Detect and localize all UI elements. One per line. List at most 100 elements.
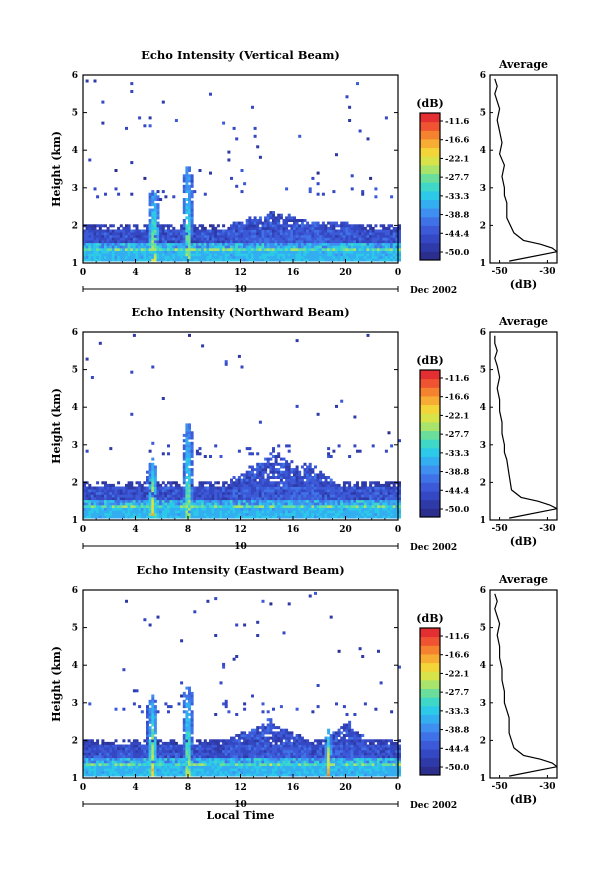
heatmap-cell: [392, 226, 396, 230]
heatmap-cell: [148, 749, 152, 753]
heatmap-cell: [138, 773, 142, 777]
heatmap-cell: [151, 255, 155, 259]
heatmap-cell: [198, 497, 202, 501]
heatmap-cell: [198, 765, 202, 769]
heatmap-cell: [314, 507, 317, 511]
heatmap-cell: [164, 483, 168, 487]
heatmap-cell: [169, 752, 173, 756]
heatmap-cell: [188, 176, 191, 180]
heatmap-cell: [311, 483, 315, 487]
heatmap-cell: [156, 512, 160, 516]
heatmap-cell: [306, 229, 310, 233]
heatmap-cell: [193, 768, 197, 772]
heatmap-cell: [332, 502, 336, 506]
heatmap-cell: [96, 237, 100, 241]
heatmap-cell: [188, 705, 191, 709]
heatmap-cell: [130, 161, 134, 165]
heatmap-cell: [308, 483, 312, 487]
heatmap-cell: [153, 208, 157, 212]
heatmap-cell: [169, 224, 173, 228]
heatmap-cell: [384, 510, 388, 514]
heatmap-cell: [161, 248, 165, 251]
heatmap-cell: [177, 510, 181, 514]
heatmap-cell: [374, 502, 378, 506]
heatmap-cell: [96, 255, 100, 259]
heatmap-cell: [237, 499, 241, 503]
x-tick-label: 4: [132, 525, 138, 535]
heatmap-cell: [337, 242, 341, 246]
heatmap-cell: [214, 512, 218, 516]
heatmap-cell: [153, 216, 157, 220]
heatmap-cell: [117, 515, 121, 519]
heatmap-cell: [214, 255, 218, 259]
heatmap-cell: [190, 468, 194, 472]
heatmap-cell: [279, 258, 283, 262]
heatmap-cell: [209, 515, 212, 519]
heatmap-cell: [182, 248, 186, 251]
heatmap-cell: [180, 515, 184, 519]
heatmap-cell: [153, 741, 157, 745]
heatmap-cell: [151, 441, 155, 445]
heatmap-cell: [153, 726, 157, 730]
heatmap-cell: [390, 245, 394, 249]
heatmap-cell: [361, 226, 365, 230]
heatmap-cell: [350, 253, 354, 257]
heatmap-cell: [293, 491, 296, 495]
heatmap-cell: [153, 710, 157, 714]
heatmap-cell: [358, 226, 362, 230]
heatmap-cell: [395, 497, 399, 501]
heatmap-cell: [138, 497, 142, 501]
heatmap-cell: [83, 744, 86, 748]
heatmap-cell: [101, 773, 105, 777]
heatmap-cell: [219, 739, 223, 743]
y-axis-label: Height (km): [50, 388, 63, 464]
heatmap-cell: [209, 491, 212, 495]
heatmap-cell: [253, 468, 257, 472]
heatmap-cell: [300, 483, 304, 487]
heatmap-cell: [182, 510, 186, 514]
heatmap-cell: [83, 502, 86, 506]
heatmap-cell: [180, 237, 184, 241]
heatmap-cell: [88, 773, 92, 777]
heatmap-cell: [311, 476, 315, 479]
heatmap-cell: [96, 505, 100, 508]
heatmap-cell: [138, 229, 142, 233]
heatmap-cell: [366, 255, 370, 259]
heatmap-cell: [253, 491, 257, 495]
heatmap-cell: [379, 497, 383, 501]
heatmap-cell: [285, 489, 289, 493]
heatmap-cell: [337, 255, 341, 259]
heatmap-cell: [332, 253, 336, 257]
heatmap-cell: [371, 250, 375, 254]
heatmap-cell: [153, 198, 157, 201]
heatmap-cell: [122, 760, 126, 764]
heatmap-cell: [195, 226, 199, 230]
heatmap-cell: [285, 515, 289, 519]
heatmap-cell: [177, 486, 181, 490]
heatmap-cell: [319, 253, 323, 257]
heatmap-cell: [350, 502, 354, 506]
heatmap-cell: [85, 510, 89, 514]
heatmap-cell: [329, 512, 333, 516]
heatmap-cell: [371, 489, 375, 493]
heatmap-cell: [198, 234, 202, 238]
heatmap-cell: [93, 752, 97, 756]
heatmap-cell: [266, 237, 270, 241]
heatmap-cell: [369, 245, 373, 249]
heatmap-cell: [214, 752, 218, 756]
heatmap-cell: [188, 702, 191, 706]
heatmap-cell: [290, 242, 294, 246]
heatmap-cell: [358, 229, 362, 233]
heatmap-cell: [342, 483, 346, 487]
heatmap-cell: [219, 491, 223, 495]
heatmap-cell: [98, 242, 102, 246]
heatmap-cell: [308, 481, 312, 485]
heatmap-cell: [335, 483, 338, 487]
heatmap-cell: [174, 240, 178, 244]
heatmap-cell: [148, 224, 152, 228]
heatmap-cell: [387, 240, 391, 244]
heatmap-cell: [201, 229, 205, 233]
heatmap-cell: [169, 768, 173, 772]
heatmap-cell: [193, 510, 197, 514]
heatmap-cell: [374, 507, 378, 511]
